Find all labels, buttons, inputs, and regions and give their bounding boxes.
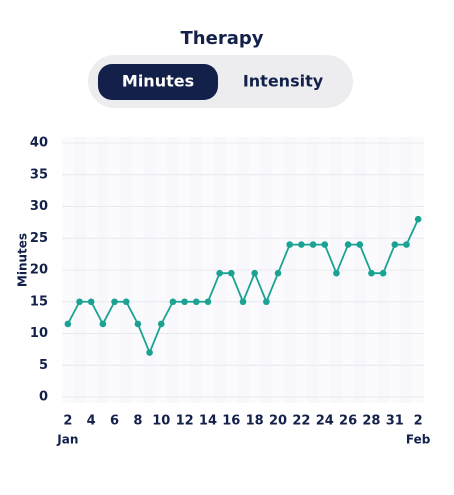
x-tick-label: 31 bbox=[386, 414, 404, 429]
point bbox=[99, 320, 107, 328]
point bbox=[309, 241, 317, 248]
point bbox=[274, 269, 282, 277]
chart-title: Therapy bbox=[181, 28, 264, 49]
point bbox=[169, 298, 177, 306]
x-tick-label: 4 bbox=[87, 414, 96, 429]
point bbox=[298, 241, 305, 248]
y-tick-label: 35 bbox=[30, 167, 48, 182]
x-month-label: Feb bbox=[406, 433, 431, 447]
point bbox=[216, 269, 223, 277]
point bbox=[76, 298, 83, 306]
point bbox=[414, 215, 422, 223]
point bbox=[239, 298, 247, 306]
point bbox=[134, 320, 142, 328]
x-tick-label: 2 bbox=[414, 414, 423, 429]
x-month-label: Jan bbox=[56, 433, 78, 447]
tab[interactable]: Intensity bbox=[243, 72, 324, 91]
tab[interactable]: Minutes bbox=[122, 72, 194, 91]
y-axis-label: Minutes bbox=[16, 233, 30, 287]
point bbox=[204, 298, 212, 306]
point bbox=[333, 269, 340, 277]
y-tick-label: 30 bbox=[30, 199, 48, 214]
y-tick-label: 20 bbox=[30, 263, 48, 278]
point bbox=[368, 269, 375, 277]
y-tick-label: 40 bbox=[30, 136, 48, 151]
y-tick-label: 15 bbox=[30, 294, 48, 309]
point bbox=[356, 241, 364, 248]
point bbox=[181, 298, 188, 306]
point bbox=[379, 269, 387, 277]
point bbox=[403, 241, 410, 248]
y-tick-label: 25 bbox=[30, 231, 48, 246]
point bbox=[64, 320, 72, 328]
y-tick-label: 10 bbox=[30, 326, 48, 341]
point bbox=[286, 241, 294, 248]
x-tick-label: 12 bbox=[176, 414, 194, 429]
x-tick-label: 10 bbox=[152, 414, 170, 429]
y-tick-label: 5 bbox=[39, 358, 48, 373]
x-tick-label: 20 bbox=[269, 414, 287, 429]
x-tick-label: 24 bbox=[316, 414, 334, 429]
point bbox=[321, 241, 329, 248]
x-tick-label: 16 bbox=[222, 414, 240, 429]
point bbox=[87, 298, 95, 306]
x-tick-label: 6 bbox=[110, 414, 119, 429]
x-tick-label: 2 bbox=[63, 414, 72, 429]
x-tick-label: 8 bbox=[133, 414, 142, 429]
point bbox=[157, 320, 165, 328]
x-tick-label: 26 bbox=[339, 414, 357, 429]
point bbox=[251, 269, 258, 277]
y-tick-label: 0 bbox=[39, 390, 48, 405]
x-tick-label: 22 bbox=[292, 414, 310, 429]
point bbox=[228, 269, 235, 277]
x-tick-label: 18 bbox=[246, 414, 264, 429]
point bbox=[111, 298, 118, 306]
point bbox=[391, 241, 399, 248]
x-tick-label: 28 bbox=[362, 414, 380, 429]
point bbox=[344, 241, 352, 248]
point bbox=[263, 298, 270, 306]
x-tick-label: 14 bbox=[199, 414, 217, 429]
point bbox=[192, 298, 200, 306]
point bbox=[146, 349, 153, 356]
tab-active[interactable] bbox=[98, 64, 218, 100]
point bbox=[122, 298, 130, 306]
